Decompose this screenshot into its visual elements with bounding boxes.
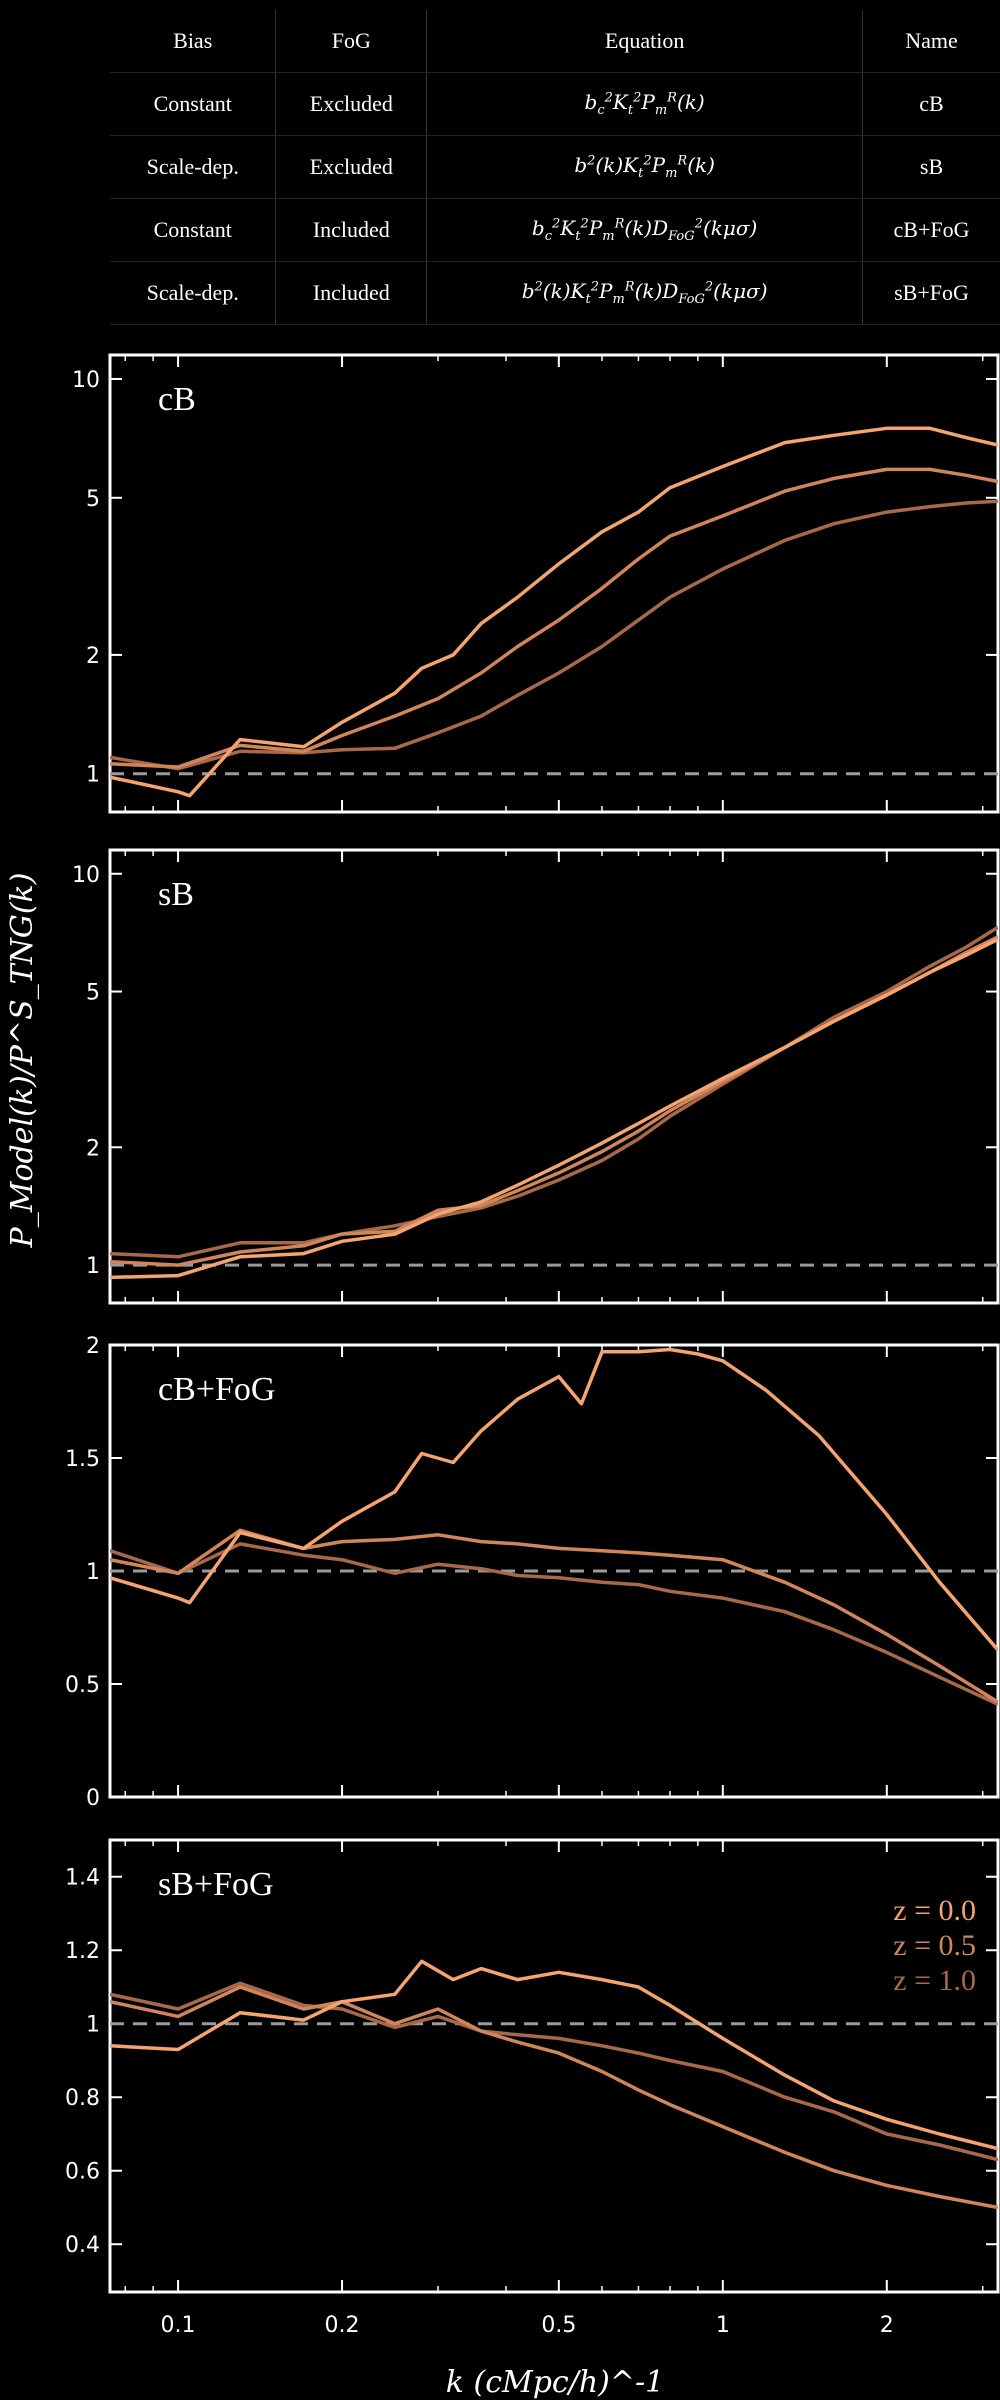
panel-frame [108,1838,1000,2294]
y-tick-label: 0.4 [65,2233,100,2258]
cell-bias: Constant [110,198,277,262]
cell-equation: b2(k)Kt2PmR(k) [426,135,864,199]
panel-label: cB [158,381,196,418]
y-tick-label: 1 [86,1254,100,1279]
series-line [110,1528,998,1704]
header-equation: Equation [426,10,864,73]
series-line [110,1347,998,1652]
cell-equation: bc2Kt2PmR(k)DFoG2(kμσ) [426,198,864,262]
series-line [110,925,998,1259]
cell-bias: Scale-dep. [110,261,277,325]
y-tick-label: 1.2 [65,1939,100,1964]
y-tick-label: 2 [86,1136,100,1161]
series-line [110,1959,998,2151]
y-tick-label: 5 [86,487,100,512]
y-tick-label: 10 [72,368,100,393]
series-line [110,1542,998,1706]
cell-name: cB+FoG [862,198,1000,262]
series-line [110,499,998,771]
legend-entry: z = 0.5 [893,1929,976,1962]
x-tick-label: 0.1 [161,2313,196,2338]
panel-frame [108,848,1000,1305]
cell-bias: Constant [110,72,277,136]
y-tick-label: 10 [72,863,100,888]
y-tick-label: 1.5 [65,1447,100,1472]
panel-label: cB+FoG [158,1371,275,1408]
cell-name: sB [862,135,1000,199]
header-name: Name [862,10,1000,73]
x-tick-label: 0.2 [325,2313,360,2338]
series-line [110,935,998,1267]
y-tick-label: 1 [86,2013,100,2038]
table-row: Constant Included bc2Kt2PmR(k)DFoG2(kμσ)… [110,198,1000,262]
y-tick-label: 0.8 [65,2086,100,2111]
y-tick-label: 1.4 [65,1866,100,1891]
panel-frame [108,353,1000,814]
header-bias: Bias [110,10,277,73]
model-table: Bias FoG Equation Name Constant Excluded… [110,10,1000,325]
x-tick-label: 0.5 [541,2313,576,2338]
table-header-row: Bias FoG Equation Name [110,10,1000,73]
series-line [110,467,998,769]
table-row: Constant Excluded bc2Kt2PmR(k) cB [110,72,1000,136]
header-fog: FoG [275,10,428,73]
y-tick-label: 0 [86,1786,100,1811]
series-line [110,426,998,798]
table-row: Scale-dep. Included b2(k)Kt2PmR(k)DFoG2(… [110,261,1000,325]
x-axis-title: k (cMpc/h)^-1 [446,2365,664,2400]
y-tick-label: 2 [86,1334,100,1359]
y-tick-label: 0.6 [65,2160,100,2185]
x-tick-label: 1 [716,2313,730,2338]
cell-name: sB+FoG [862,261,1000,325]
cell-equation: b2(k)Kt2PmR(k)DFoG2(kμσ) [426,261,864,325]
cell-equation: bc2Kt2PmR(k) [426,72,864,136]
y-tick-label: 1 [86,763,100,788]
panel-label: sB+FoG [158,1866,274,1903]
cell-fog: Excluded [275,72,428,136]
legend-entry: z = 1.0 [893,1964,976,1997]
cell-name: cB [862,72,1000,136]
series-line [110,1985,998,2210]
series-line [110,937,998,1280]
table-row: Scale-dep. Excluded b2(k)Kt2PmR(k) sB [110,135,1000,199]
series-line [110,1981,998,2162]
y-tick-label: 0.5 [65,1673,100,1698]
cell-fog: Included [275,198,428,262]
legend-entry: z = 0.0 [893,1894,976,1927]
y-axis-title: P_Model(k)/P^S_TNG(k) [5,873,40,1249]
panel-label: sB [158,876,194,913]
x-tick-label: 2 [880,2313,894,2338]
y-tick-label: 2 [86,644,100,669]
y-tick-label: 5 [86,981,100,1006]
y-tick-label: 1 [86,1560,100,1585]
cell-fog: Excluded [275,135,428,199]
cell-bias: Scale-dep. [110,135,277,199]
cell-fog: Included [275,261,428,325]
